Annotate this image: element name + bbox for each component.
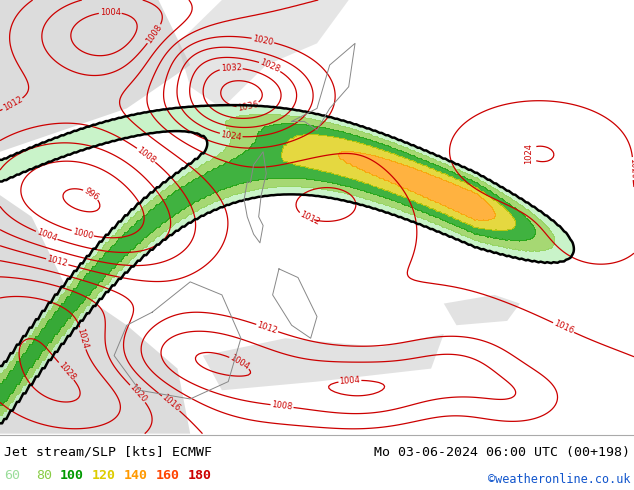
Text: 1012: 1012 (298, 210, 321, 227)
Text: 996: 996 (82, 186, 100, 202)
Text: 1036: 1036 (236, 100, 259, 113)
Text: Jet stream/SLP [kts] ECMWF: Jet stream/SLP [kts] ECMWF (4, 446, 212, 459)
Text: 1000: 1000 (72, 227, 94, 241)
Text: 1004: 1004 (36, 228, 58, 244)
Text: 1016: 1016 (160, 393, 182, 414)
Text: 1032: 1032 (221, 63, 242, 73)
Text: 1008: 1008 (271, 400, 293, 412)
Polygon shape (444, 295, 520, 325)
Polygon shape (0, 0, 190, 152)
Text: 1004: 1004 (228, 353, 251, 372)
Text: 1008: 1008 (145, 23, 164, 45)
Text: 1020: 1020 (252, 34, 274, 47)
Text: 1008: 1008 (135, 145, 157, 165)
Text: 1028: 1028 (259, 58, 281, 74)
Text: 1024: 1024 (220, 129, 242, 142)
Text: 60: 60 (4, 469, 20, 483)
Text: 1024: 1024 (75, 327, 90, 350)
Text: 140: 140 (124, 469, 148, 483)
Text: 100: 100 (60, 469, 84, 483)
Polygon shape (178, 0, 349, 108)
Text: 160: 160 (156, 469, 180, 483)
Text: 1020: 1020 (127, 383, 148, 404)
Text: 1004: 1004 (339, 375, 361, 386)
Text: 1020: 1020 (628, 158, 634, 179)
Polygon shape (0, 195, 190, 434)
Text: 180: 180 (188, 469, 212, 483)
Text: 1012: 1012 (46, 255, 68, 269)
Text: ©weatheronline.co.uk: ©weatheronline.co.uk (488, 473, 630, 486)
Text: 1012: 1012 (256, 320, 278, 336)
Text: 1012: 1012 (1, 95, 24, 113)
Polygon shape (203, 334, 444, 390)
Text: 120: 120 (92, 469, 116, 483)
Text: 1004: 1004 (100, 8, 120, 17)
Text: 1016: 1016 (552, 319, 575, 336)
Text: 1028: 1028 (56, 360, 77, 382)
Text: 80: 80 (36, 469, 52, 483)
Text: 1024: 1024 (524, 143, 533, 164)
Text: Mo 03-06-2024 06:00 UTC (00+198): Mo 03-06-2024 06:00 UTC (00+198) (374, 446, 630, 459)
